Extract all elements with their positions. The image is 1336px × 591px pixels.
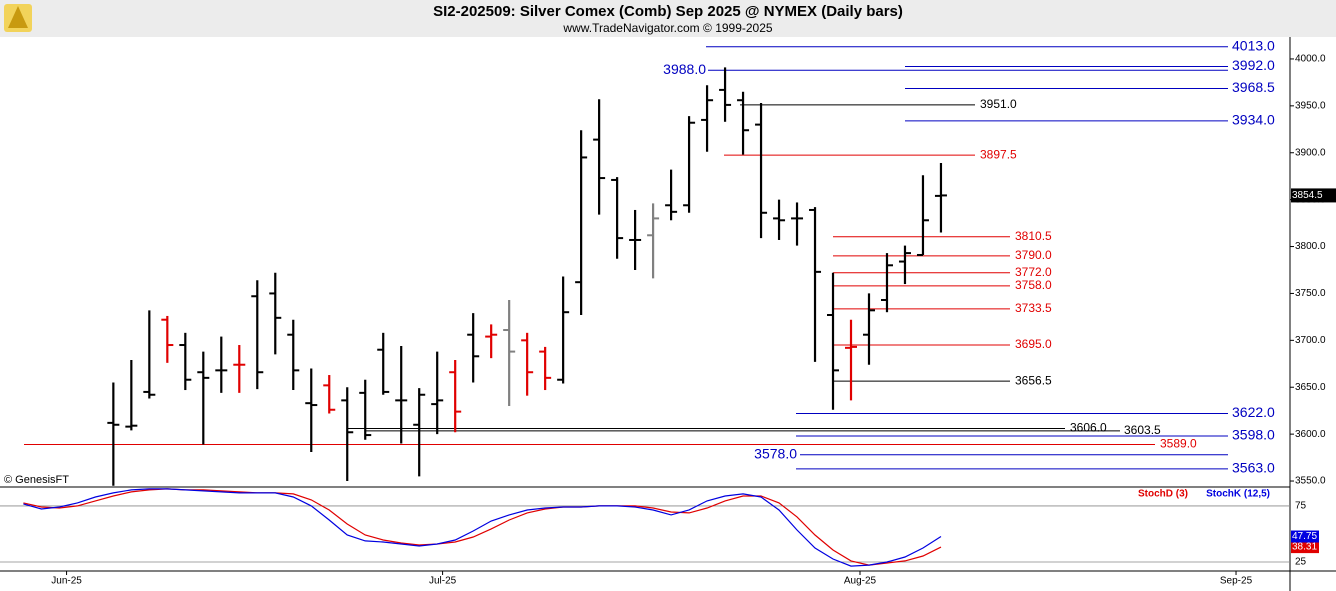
- last-price-box: [1291, 188, 1336, 203]
- level-label: 3897.5: [980, 147, 1017, 161]
- level-label: 3656.5: [1015, 373, 1052, 387]
- y-tick-label: 4000.0: [1295, 54, 1326, 65]
- level-label: 3934.0: [1232, 112, 1275, 128]
- x-tick-label: Aug-25: [844, 576, 877, 587]
- x-tick-label: Jun-25: [51, 576, 82, 587]
- last-value-label: 38.31: [1292, 542, 1317, 553]
- y-tick-label: 25: [1295, 557, 1307, 568]
- chart-subtitle: www.TradeNavigator.com © 1999-2025: [562, 21, 772, 35]
- level-label: 3758.0: [1015, 278, 1052, 292]
- level-label: 3968.5: [1232, 79, 1275, 95]
- level-label: 3563.0: [1232, 460, 1275, 476]
- y-tick-label: 3700.0: [1295, 335, 1326, 346]
- x-tick-label: Sep-25: [1220, 576, 1253, 587]
- y-tick-label: 3600.0: [1295, 429, 1326, 440]
- chart-title: SI2-202509: Silver Comex (Comb) Sep 2025…: [433, 3, 903, 20]
- level-label: 3622.0: [1232, 404, 1275, 420]
- level-label: 3589.0: [1160, 437, 1197, 451]
- last-value-label: 47.75: [1292, 531, 1317, 542]
- level-label: 4013.0: [1232, 37, 1275, 53]
- y-tick-label: 3650.0: [1295, 382, 1326, 393]
- level-label: 3790.0: [1015, 248, 1052, 262]
- level-label: 3992.0: [1232, 57, 1275, 73]
- stoch-line: [23, 488, 942, 566]
- last-value-box: [1291, 541, 1319, 554]
- level-label: 3578.0: [754, 445, 797, 461]
- level-label: 3951.0: [980, 97, 1017, 111]
- watermark: © GenesisFT: [4, 474, 69, 486]
- level-label: 3598.0: [1232, 427, 1275, 443]
- logo: [4, 4, 32, 32]
- header-band: [0, 0, 1336, 37]
- legend-entry: StochD (3): [1138, 489, 1188, 500]
- stoch-line: [23, 488, 942, 567]
- last-price-label: 3854.5: [1292, 190, 1323, 201]
- y-tick-label: 3750.0: [1295, 288, 1326, 299]
- level-label: 3606.0: [1070, 421, 1107, 435]
- legend-entry: StochK (12,5): [1206, 489, 1270, 500]
- level-label: 3988.0: [663, 61, 706, 77]
- y-tick-label: 3950.0: [1295, 100, 1326, 111]
- y-tick-label: 3800.0: [1295, 241, 1326, 252]
- level-label: 3810.5: [1015, 229, 1052, 243]
- level-label: 3733.5: [1015, 301, 1052, 315]
- last-value-box: [1291, 530, 1319, 543]
- y-tick-label: 75: [1295, 501, 1307, 512]
- y-tick-label: 3900.0: [1295, 147, 1326, 158]
- x-tick-label: Jul-25: [429, 576, 457, 587]
- level-label: 3695.0: [1015, 337, 1052, 351]
- level-label: 3603.5: [1124, 423, 1161, 437]
- level-label: 3772.0: [1015, 265, 1052, 279]
- y-tick-label: 3550.0: [1295, 476, 1326, 487]
